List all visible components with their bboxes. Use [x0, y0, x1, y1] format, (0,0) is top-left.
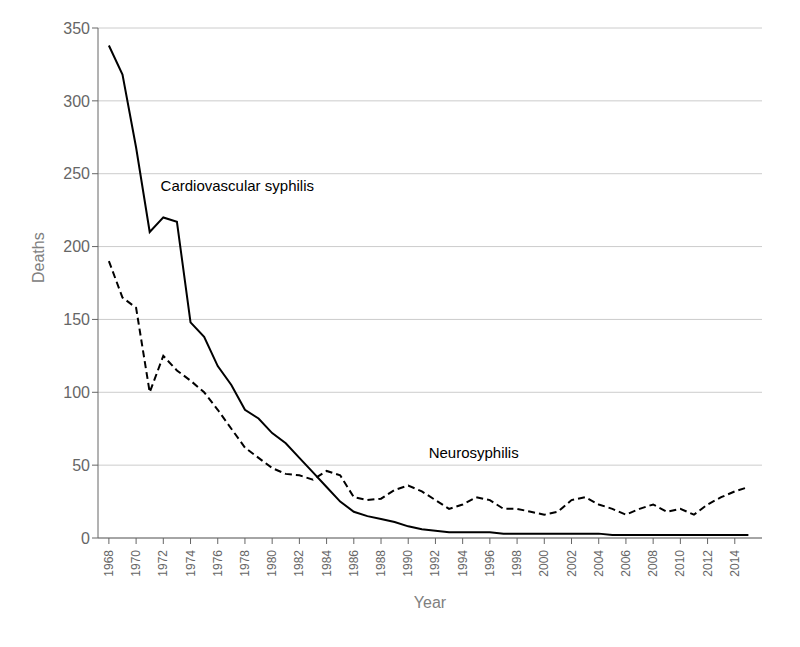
svg-text:250: 250 — [63, 165, 90, 182]
svg-text:1990: 1990 — [401, 550, 415, 577]
svg-text:200: 200 — [63, 238, 90, 255]
svg-text:1996: 1996 — [483, 550, 497, 577]
svg-text:1982: 1982 — [292, 550, 306, 577]
svg-text:2000: 2000 — [537, 550, 551, 577]
svg-text:1986: 1986 — [347, 550, 361, 577]
svg-text:1998: 1998 — [510, 550, 524, 577]
svg-text:Year: Year — [414, 594, 447, 611]
svg-text:1976: 1976 — [211, 550, 225, 577]
svg-text:300: 300 — [63, 93, 90, 110]
svg-text:2006: 2006 — [619, 550, 633, 577]
svg-text:1992: 1992 — [428, 550, 442, 577]
svg-text:2002: 2002 — [565, 550, 579, 577]
svg-text:2010: 2010 — [673, 550, 687, 577]
svg-text:1984: 1984 — [320, 550, 334, 577]
svg-text:2014: 2014 — [728, 550, 742, 577]
svg-text:1968: 1968 — [102, 550, 116, 577]
svg-text:2012: 2012 — [701, 550, 715, 577]
svg-text:1974: 1974 — [184, 550, 198, 577]
svg-text:1978: 1978 — [238, 550, 252, 577]
svg-text:1972: 1972 — [156, 550, 170, 577]
svg-text:100: 100 — [63, 384, 90, 401]
svg-text:1994: 1994 — [456, 550, 470, 577]
svg-text:50: 50 — [72, 457, 90, 474]
svg-text:2004: 2004 — [592, 550, 606, 577]
svg-text:Deaths: Deaths — [30, 232, 47, 283]
svg-text:150: 150 — [63, 311, 90, 328]
svg-text:2008: 2008 — [646, 550, 660, 577]
svg-text:0: 0 — [81, 530, 90, 547]
svg-text:1988: 1988 — [374, 550, 388, 577]
svg-text:Cardiovascular syphilis: Cardiovascular syphilis — [161, 177, 314, 194]
svg-text:1970: 1970 — [129, 550, 143, 577]
svg-text:350: 350 — [63, 20, 90, 37]
svg-text:Neurosyphilis: Neurosyphilis — [429, 444, 519, 461]
svg-text:1980: 1980 — [265, 550, 279, 577]
